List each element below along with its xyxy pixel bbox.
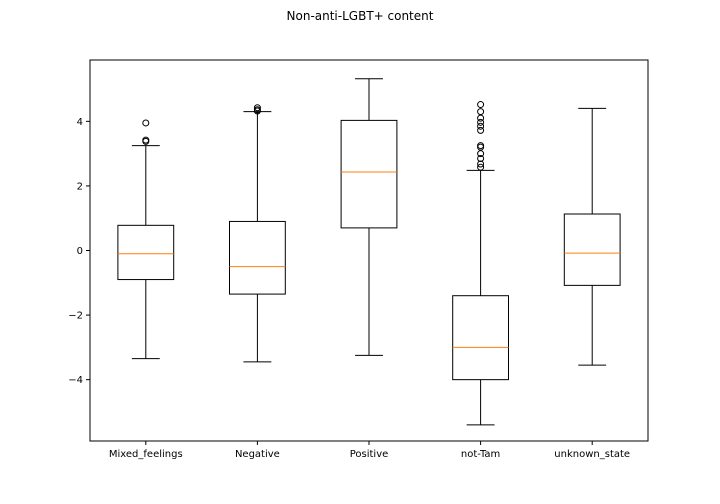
iqr-box — [117, 224, 175, 281]
iqr-box — [563, 213, 621, 286]
outlier-point — [477, 122, 485, 130]
outlier-point — [477, 108, 485, 116]
outlier-point — [142, 136, 150, 144]
outlier-point — [477, 118, 485, 126]
outlier-point — [477, 163, 485, 171]
outlier-point — [142, 119, 150, 127]
y-tick-label: 0 — [77, 246, 83, 257]
box-not-tam — [452, 101, 510, 426]
y-tick-label: 2 — [77, 181, 83, 192]
iqr-box — [452, 295, 510, 381]
outlier-point — [477, 154, 485, 162]
y-tick-label: −4 — [68, 375, 83, 386]
chart-title: Non-anti-LGBT+ content — [287, 9, 434, 23]
x-tick-label: not-Tam — [461, 449, 500, 460]
x-tick-label: unknown_state — [554, 449, 630, 460]
iqr-box — [229, 220, 286, 295]
box-series — [117, 78, 621, 426]
outlier-point — [253, 106, 261, 114]
outlier-point — [253, 104, 261, 112]
box-unknown-state — [563, 107, 621, 366]
x-tick-label: Positive — [350, 449, 389, 460]
x-axis: Mixed_feelings Negative Positive not-Tam unk… — [109, 441, 630, 460]
outlier-point — [477, 126, 485, 134]
outlier-point — [477, 101, 485, 109]
x-tick-label: Negative — [235, 449, 280, 460]
x-tick-label: Mixed_feelings — [109, 449, 183, 460]
box-mixed-feelings — [117, 119, 175, 360]
y-tick-label: −2 — [68, 311, 83, 322]
box-positive — [340, 78, 398, 356]
outlier-point — [477, 114, 485, 122]
box-negative — [229, 104, 286, 363]
iqr-box — [340, 119, 398, 229]
outlier-point — [477, 142, 485, 150]
outlier-point — [477, 160, 485, 168]
y-axis: −4 −2 0 2 4 — [68, 117, 90, 386]
y-tick-label: 4 — [77, 117, 83, 128]
